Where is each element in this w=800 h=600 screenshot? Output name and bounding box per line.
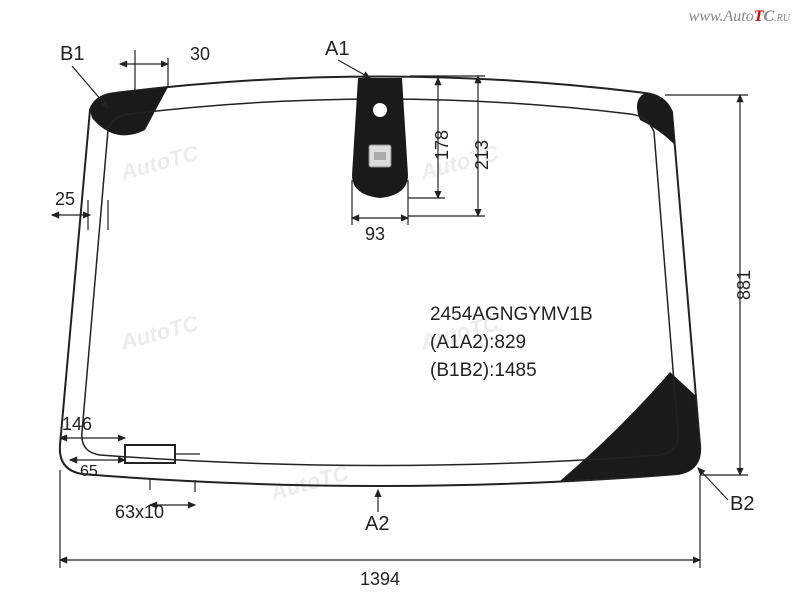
dim-center-h1: 178	[432, 130, 452, 160]
corner-bottom-right	[560, 372, 700, 481]
dim-center-h2: 213	[472, 140, 492, 170]
dim-left-lower1: 146	[62, 414, 92, 434]
label-b2: B2	[730, 493, 754, 515]
label-a1: A1	[325, 38, 349, 60]
part-code: 2454AGNGYMV1B	[430, 304, 593, 325]
dim-left-upper: 25	[55, 189, 75, 209]
label-a2: A2	[365, 513, 389, 535]
dim-center-w: 93	[365, 224, 385, 244]
dim-bottom-w: 1394	[360, 569, 400, 589]
label-b1: B1	[60, 43, 84, 65]
windshield-diagram: B1 30 A1 25 93 178 213 881	[0, 0, 800, 600]
part-b-dim: (B1B2):1485	[430, 360, 537, 381]
vin-window	[125, 445, 175, 463]
sensor-mount	[352, 78, 408, 198]
part-a-dim: (A1A2):829	[430, 332, 526, 353]
diagram-container: www.AutoTC.RU AutoTC AutoTC AutoTC AutoT…	[0, 0, 800, 600]
dim-left-lower2: 65	[80, 463, 98, 480]
corner-top-right	[637, 93, 675, 145]
sensor-hole	[373, 103, 387, 117]
sensor-chip	[374, 152, 386, 160]
dim-top-offset: 30	[190, 44, 210, 64]
dim-right-h: 881	[734, 270, 754, 300]
